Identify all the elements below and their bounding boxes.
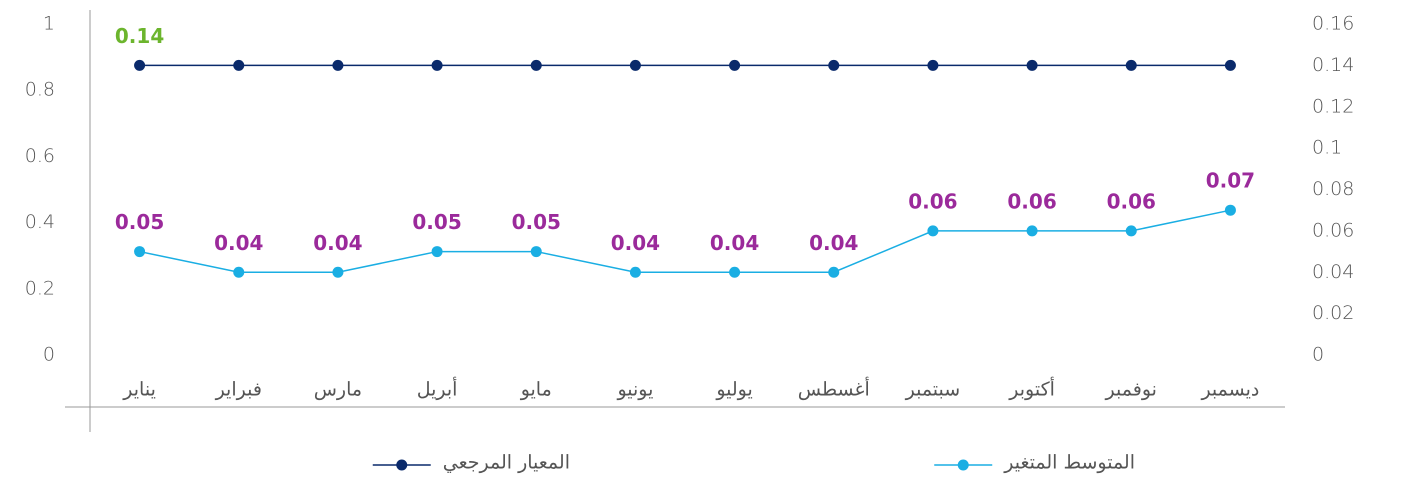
y-tick-label: 0.6 [25, 145, 55, 167]
data-label: 0.06 [908, 189, 957, 213]
data-label: 0.04 [611, 231, 660, 255]
y-tick-label: 0.8 [25, 79, 55, 101]
x-tick-label: أكتوبر [1008, 376, 1055, 401]
y-tick-label: 0 [43, 344, 55, 366]
point [431, 59, 443, 71]
x-tick-label: أبريل [417, 376, 458, 401]
x-tick-label: نوفمبر [1105, 379, 1157, 401]
data-label: 0.05 [412, 210, 461, 234]
point [233, 59, 245, 71]
y2-tick-label: 0.1 [1312, 137, 1342, 159]
x-tick-label: أغسطس [798, 376, 870, 401]
point [629, 266, 641, 278]
data-label: 0.04 [809, 231, 858, 255]
x-tick-label: ديسمبر [1200, 379, 1259, 401]
y2-tick-label: 0.08 [1312, 178, 1354, 200]
point [233, 266, 245, 278]
point [1125, 225, 1137, 237]
y-tick-label: 1 [43, 13, 55, 35]
data-label: 0.04 [313, 231, 362, 255]
point [629, 59, 641, 71]
y2-tick-label: 0.12 [1312, 95, 1354, 117]
point [530, 59, 542, 71]
x-tick-label: مارس [314, 379, 362, 401]
y2-tick-label: 0.14 [1312, 54, 1354, 76]
data-label: 0.06 [1107, 189, 1156, 213]
legend-label: المتوسط المتغير [1003, 452, 1135, 474]
legend-marker [957, 459, 969, 471]
data-label: 0.05 [115, 210, 164, 234]
y2-tick-label: 0.16 [1312, 13, 1354, 35]
series-line [139, 209, 1231, 273]
x-tick-label: سبتمبر [905, 379, 961, 401]
point [1224, 204, 1236, 216]
x-tick-label: مايو [520, 379, 552, 401]
point [1026, 59, 1038, 71]
point [1026, 225, 1038, 237]
y-tick-label: 0.2 [25, 277, 55, 299]
point [828, 266, 840, 278]
data-label: 0.04 [214, 231, 263, 255]
data-label: 0.05 [512, 210, 561, 234]
data-label: 0.04 [710, 231, 759, 255]
point [134, 59, 146, 71]
y2-tick-label: 0.02 [1312, 302, 1354, 324]
y2-tick-label: 0.04 [1312, 261, 1354, 283]
x-tick-label: يناير [122, 379, 156, 401]
y2-tick-label: 0 [1312, 344, 1324, 366]
legend-label: المعيار المرجعي [443, 452, 570, 474]
point [530, 246, 542, 258]
point [729, 266, 741, 278]
point [927, 225, 939, 237]
data-label: 0.14 [115, 24, 164, 48]
point [1125, 59, 1137, 71]
data-label: 0.06 [1007, 189, 1056, 213]
data-label: 0.07 [1206, 169, 1255, 193]
point [332, 59, 344, 71]
point [927, 59, 939, 71]
x-tick-label: فبراير [215, 379, 262, 401]
y2-tick-label: 0.06 [1312, 219, 1354, 241]
point [729, 59, 741, 71]
legend-marker [396, 459, 408, 471]
point [431, 246, 443, 258]
y-tick-label: 0.4 [25, 211, 55, 233]
point [134, 246, 146, 258]
point [332, 266, 344, 278]
x-tick-label: يوليو [715, 379, 752, 401]
x-tick-label: يونيو [616, 379, 653, 401]
point [1224, 59, 1236, 71]
point [828, 59, 840, 71]
